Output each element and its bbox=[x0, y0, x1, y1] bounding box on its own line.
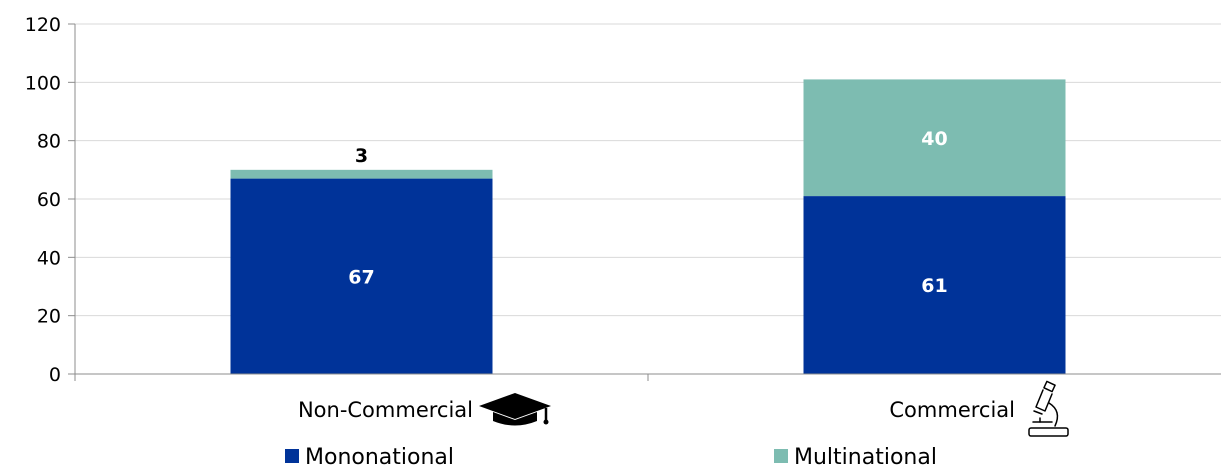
bar-multinational-0 bbox=[230, 169, 493, 179]
legend-item-multinational: Multinational bbox=[774, 445, 937, 468]
category-label-non-commercial: Non-Commercial bbox=[298, 398, 473, 422]
legend-label-multinational: Multinational bbox=[794, 445, 937, 468]
y-tick-label: 40 bbox=[37, 247, 61, 269]
data-labels: 67 3 61 40 bbox=[348, 128, 947, 297]
legend-swatch-multinational bbox=[774, 449, 788, 463]
data-label-mononational-0: 67 bbox=[348, 266, 374, 288]
legend-item-mononational: Mononational bbox=[285, 445, 454, 468]
legend: Mononational Multinational bbox=[285, 445, 937, 468]
bar-mononational-0 bbox=[230, 178, 493, 374]
legend-label-mononational: Mononational bbox=[305, 445, 454, 468]
y-tick-label: 80 bbox=[37, 131, 61, 153]
bar-multinational-1 bbox=[803, 79, 1066, 197]
data-label-mononational-1: 61 bbox=[921, 275, 947, 297]
data-label-multinational-0: 3 bbox=[355, 145, 368, 167]
y-tick-label: 20 bbox=[37, 306, 61, 328]
data-label-multinational-1: 40 bbox=[921, 128, 947, 150]
legend-swatch-mononational bbox=[285, 449, 299, 463]
bar-mononational-1 bbox=[803, 196, 1066, 374]
y-tick-label: 100 bbox=[25, 72, 61, 94]
axes bbox=[68, 23, 1221, 381]
y-tick-label: 0 bbox=[49, 364, 61, 386]
y-tick-labels: 0 20 40 60 80 100 120 bbox=[25, 14, 61, 386]
y-tick-label: 60 bbox=[37, 189, 61, 211]
microscope-icon bbox=[1028, 380, 1069, 437]
y-tick-label: 120 bbox=[25, 14, 61, 36]
bars bbox=[230, 79, 1066, 374]
category-label-commercial: Commercial bbox=[889, 398, 1015, 422]
graduation-cap-icon bbox=[479, 393, 551, 426]
